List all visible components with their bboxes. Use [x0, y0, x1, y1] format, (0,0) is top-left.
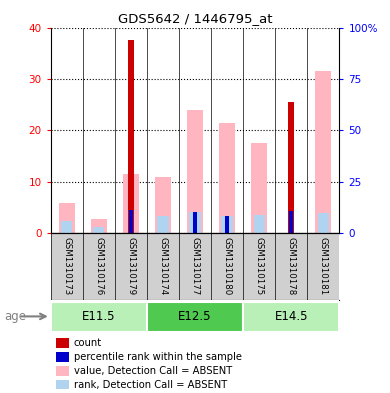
Text: GSM1310173: GSM1310173 [62, 237, 71, 295]
Bar [93, 228, 105, 233]
Text: GSM1310174: GSM1310174 [158, 237, 167, 295]
Bar [289, 211, 293, 233]
Text: E11.5: E11.5 [82, 310, 115, 323]
Bar [128, 40, 134, 233]
Bar [251, 143, 267, 233]
Bar [219, 123, 235, 233]
Text: GSM1310178: GSM1310178 [287, 237, 296, 295]
Bar [155, 176, 171, 233]
Text: GSM1310175: GSM1310175 [255, 237, 264, 295]
Bar [187, 110, 203, 233]
Bar [288, 102, 294, 233]
Bar [243, 302, 339, 332]
Bar [315, 71, 331, 233]
Text: E12.5: E12.5 [178, 310, 212, 323]
Bar [222, 216, 233, 233]
Bar [254, 215, 265, 233]
Text: value, Detection Call = ABSENT: value, Detection Call = ABSENT [74, 366, 232, 376]
Text: GSM1310179: GSM1310179 [126, 237, 135, 295]
Bar [190, 211, 200, 233]
Bar [157, 216, 168, 233]
Text: GSM1310177: GSM1310177 [190, 237, 200, 295]
Bar [193, 211, 197, 233]
Title: GDS5642 / 1446795_at: GDS5642 / 1446795_at [118, 12, 272, 25]
Text: E14.5: E14.5 [275, 310, 308, 323]
Bar [57, 352, 69, 362]
Text: count: count [74, 338, 102, 348]
Bar [57, 380, 69, 389]
Text: percentile rank within the sample: percentile rank within the sample [74, 352, 242, 362]
Bar [123, 174, 139, 233]
Bar [59, 204, 75, 233]
Bar [91, 219, 107, 233]
Bar [61, 221, 73, 233]
Text: GSM1310180: GSM1310180 [223, 237, 232, 295]
Bar [57, 366, 69, 376]
Text: rank, Detection Call = ABSENT: rank, Detection Call = ABSENT [74, 380, 227, 389]
Bar [318, 213, 329, 233]
Text: GSM1310176: GSM1310176 [94, 237, 103, 295]
Text: age: age [4, 310, 26, 323]
Bar [225, 216, 229, 233]
Text: GSM1310181: GSM1310181 [319, 237, 328, 295]
Bar [51, 302, 147, 332]
Bar [57, 338, 69, 348]
Bar [129, 209, 133, 233]
Bar [147, 302, 243, 332]
